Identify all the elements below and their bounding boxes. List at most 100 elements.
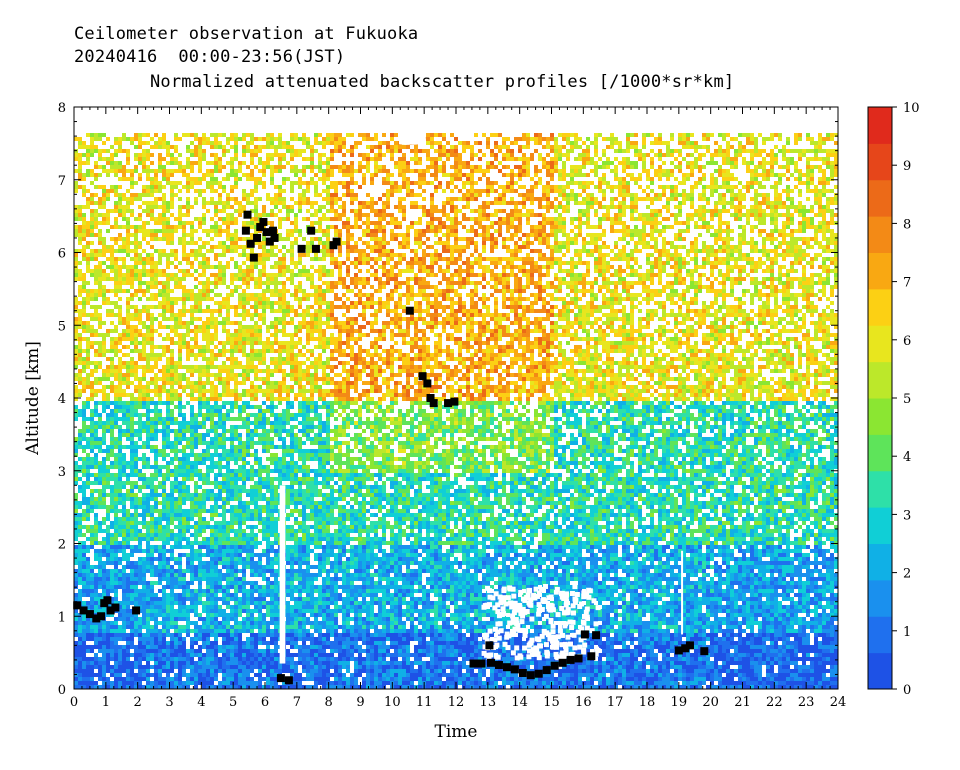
heatmap-cell bbox=[674, 585, 678, 589]
heatmap-cell bbox=[466, 585, 470, 589]
heatmap-cell bbox=[286, 641, 290, 645]
heatmap-cell bbox=[374, 601, 378, 605]
heatmap-cell bbox=[594, 617, 598, 621]
heatmap-cell bbox=[574, 677, 578, 681]
heatmap-cell bbox=[186, 657, 190, 661]
heatmap-cell bbox=[170, 657, 174, 661]
heatmap-cell bbox=[490, 621, 494, 625]
heatmap-cell bbox=[806, 597, 810, 601]
heatmap-cell bbox=[714, 613, 718, 617]
heatmap-cell bbox=[770, 633, 774, 637]
heatmap-cell bbox=[586, 685, 590, 689]
heatmap-cell bbox=[486, 625, 490, 629]
heatmap-cell bbox=[222, 585, 226, 589]
heatmap-cell bbox=[350, 581, 354, 585]
heatmap-cell bbox=[674, 589, 678, 593]
heatmap-cell bbox=[750, 657, 754, 661]
heatmap-cell bbox=[826, 685, 830, 689]
heatmap-cell bbox=[146, 605, 150, 609]
heatmap-cell bbox=[258, 657, 262, 661]
heatmap-cell bbox=[670, 573, 674, 577]
heatmap-cell bbox=[750, 633, 754, 637]
heatmap-cell bbox=[366, 629, 370, 633]
heatmap-cell bbox=[822, 581, 826, 585]
heatmap-cell bbox=[394, 589, 398, 593]
heatmap-cell bbox=[302, 609, 306, 613]
heatmap-cell bbox=[606, 597, 610, 601]
heatmap-cell bbox=[118, 673, 122, 677]
heatmap-cell bbox=[210, 605, 214, 609]
heatmap-cell bbox=[826, 669, 830, 673]
heatmap-cell bbox=[758, 605, 762, 609]
heatmap-cell bbox=[358, 589, 362, 593]
heatmap-cell bbox=[90, 629, 94, 633]
heatmap-cell bbox=[374, 673, 378, 677]
heatmap-cell bbox=[450, 625, 454, 629]
heatmap-cell bbox=[674, 625, 678, 629]
heatmap-cell bbox=[394, 665, 398, 669]
heatmap-cell bbox=[302, 605, 306, 609]
heatmap-cell bbox=[370, 665, 374, 669]
heatmap-cell bbox=[578, 613, 582, 617]
heatmap-cell bbox=[90, 593, 94, 597]
heatmap-cell bbox=[790, 629, 794, 633]
heatmap-cell bbox=[578, 581, 582, 585]
heatmap-cell bbox=[242, 645, 246, 649]
heatmap-cell bbox=[418, 577, 422, 581]
heatmap-cell bbox=[750, 621, 754, 625]
heatmap-cell bbox=[394, 633, 398, 637]
heatmap-cell bbox=[546, 625, 550, 629]
heatmap-cell bbox=[202, 685, 206, 689]
heatmap-cell bbox=[362, 649, 366, 653]
heatmap-cell bbox=[254, 601, 258, 605]
heatmap-cell bbox=[218, 609, 222, 613]
heatmap-cell bbox=[442, 597, 446, 601]
heatmap-cell bbox=[266, 661, 270, 665]
heatmap-cell bbox=[622, 669, 626, 673]
heatmap-cell bbox=[238, 589, 242, 593]
heatmap-cell bbox=[146, 593, 150, 597]
heatmap-cell bbox=[438, 645, 442, 649]
heatmap-cell bbox=[234, 609, 238, 613]
heatmap-cell bbox=[506, 657, 510, 661]
heatmap-cell bbox=[794, 621, 798, 625]
heatmap-cell bbox=[114, 669, 118, 673]
heatmap-cell bbox=[674, 665, 678, 669]
heatmap-cell bbox=[262, 669, 266, 673]
heatmap-cell bbox=[226, 621, 230, 625]
heatmap-cell bbox=[446, 577, 450, 581]
heatmap-cell bbox=[482, 681, 486, 685]
heatmap-cell bbox=[642, 669, 646, 673]
heatmap-cell bbox=[730, 613, 734, 617]
heatmap-cell bbox=[750, 629, 754, 633]
heatmap-cell bbox=[666, 645, 670, 649]
heatmap-cell bbox=[326, 665, 330, 669]
heatmap-cell bbox=[382, 573, 386, 577]
heatmap-cell bbox=[478, 653, 482, 657]
heatmap-cell bbox=[634, 649, 638, 653]
heatmap-cell bbox=[618, 637, 622, 641]
heatmap-cell bbox=[654, 653, 658, 657]
heatmap-cell bbox=[190, 597, 194, 601]
heatmap-cell bbox=[766, 649, 770, 653]
heatmap-cell bbox=[134, 581, 138, 585]
heatmap-cell bbox=[762, 581, 766, 585]
heatmap-cell bbox=[170, 625, 174, 629]
heatmap-cell bbox=[338, 645, 342, 649]
heatmap-cell bbox=[686, 613, 690, 617]
heatmap-cell bbox=[398, 629, 402, 633]
heatmap-cell bbox=[782, 645, 786, 649]
heatmap-cell bbox=[466, 657, 470, 661]
heatmap-cell bbox=[78, 641, 82, 645]
heatmap-cell bbox=[470, 581, 474, 585]
heatmap-cell bbox=[338, 577, 342, 581]
heatmap-cell bbox=[126, 573, 130, 577]
heatmap-cell bbox=[606, 593, 610, 597]
heatmap-cell bbox=[342, 673, 346, 677]
heatmap-cell bbox=[78, 589, 82, 593]
heatmap-cell bbox=[266, 589, 270, 593]
heatmap-cell bbox=[82, 585, 86, 589]
heatmap-cell bbox=[170, 637, 174, 641]
heatmap-cell bbox=[134, 633, 138, 637]
heatmap-cell bbox=[182, 589, 186, 593]
